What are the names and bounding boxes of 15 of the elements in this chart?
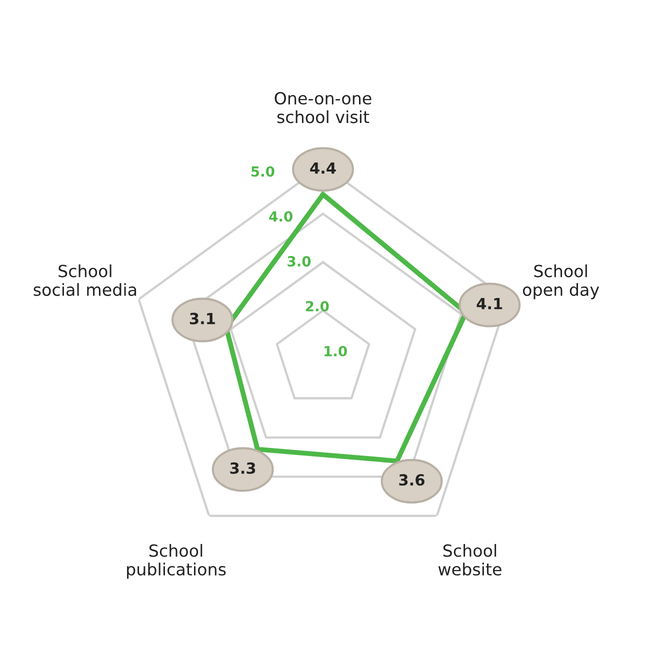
data-label: 3.3	[230, 462, 256, 474]
data-label: 4.1	[476, 298, 502, 310]
y-tick-label: 3.0	[288, 256, 311, 267]
y-tick-label: 1.0	[324, 346, 347, 356]
spoke-label: School social media	[34, 264, 136, 296]
data-label: 3.1	[190, 312, 215, 324]
data-label: 3.6	[399, 474, 424, 486]
spoke-label: One-on-one school visit	[274, 92, 372, 124]
spoke-label: School open day	[522, 264, 600, 300]
y-tick-label: 4.0	[269, 211, 292, 222]
spoke-label: School website	[438, 544, 502, 576]
data-label: 4.4	[310, 162, 336, 174]
y-tick-label: 5.0	[251, 166, 274, 177]
y-tick-label: 2.0	[306, 300, 329, 312]
spoke-label: School publications	[127, 544, 226, 579]
